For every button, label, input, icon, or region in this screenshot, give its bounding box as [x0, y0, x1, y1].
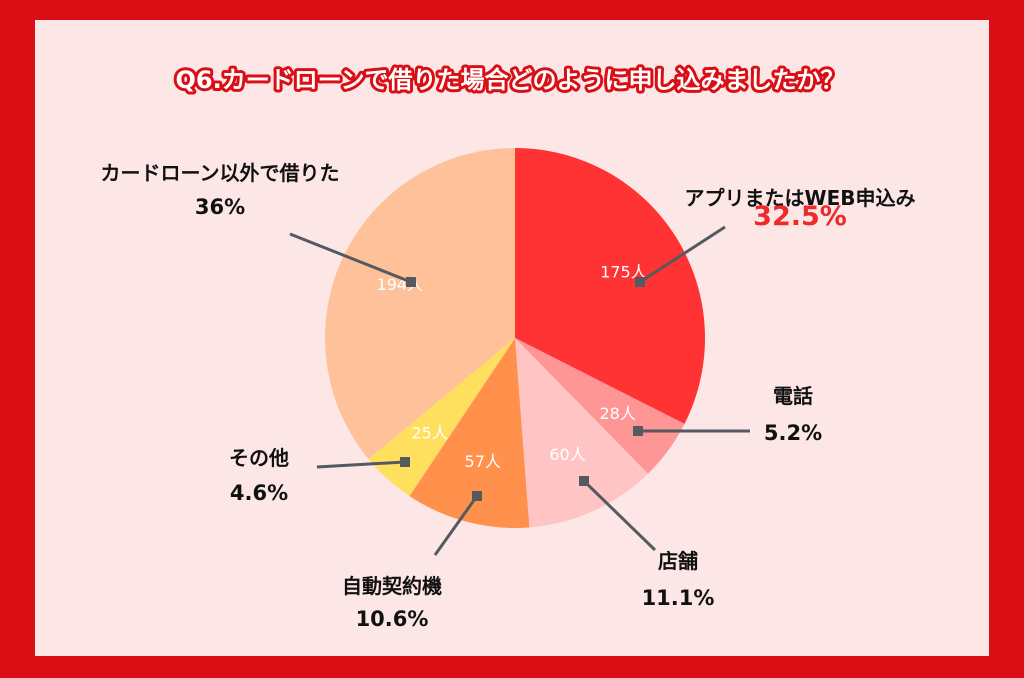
percent-label: 32.5% — [753, 201, 847, 232]
category-label: 自動契約機 — [342, 574, 442, 598]
category-label: カードローン以外で借りた — [101, 161, 340, 185]
slice-count-label: 28人 — [599, 404, 635, 423]
pie-slice-3 — [409, 338, 530, 528]
pie-slice-1 — [515, 338, 685, 474]
category-label: アプリまたはWEB申込み — [685, 186, 916, 210]
slice-count-label: 175人 — [600, 262, 647, 281]
leader-line — [289, 232, 412, 284]
category-label: その他 — [229, 446, 289, 470]
percent-label: 4.6% — [230, 481, 288, 505]
percent-label: 36% — [195, 195, 245, 219]
leader-line — [433, 495, 479, 556]
category-label: 電話 — [773, 384, 813, 408]
leader-marker — [579, 476, 589, 486]
leader-marker — [472, 491, 482, 501]
leader-marker — [406, 277, 416, 287]
slice-count-label: 60人 — [549, 445, 585, 464]
pie-slice-2 — [515, 338, 648, 528]
slice-count-label: 57人 — [465, 452, 501, 471]
percent-label: 11.1% — [642, 586, 715, 610]
leader-line — [582, 479, 657, 552]
chart-panel: Q6.カードローンで借りた場合どのように申し込みましたか？ 175人 28人 60人… — [35, 20, 989, 656]
pie-slice-4 — [368, 338, 515, 497]
pie-slice-5 — [324, 148, 515, 460]
leader-marker — [400, 457, 410, 467]
pie-chart: Q6.カードローンで借りた場合どのように申し込みましたか？ 175人 28人 60人… — [101, 63, 916, 631]
leader-marker — [635, 277, 645, 287]
percent-label: 5.2% — [764, 421, 822, 445]
slice-count-label: 25人 — [412, 423, 448, 442]
percent-label: 10.6% — [356, 607, 429, 631]
leader-line — [639, 225, 726, 284]
chart-title: Q6.カードローンで借りた場合どのように申し込みましたか？ — [175, 66, 844, 94]
category-label: 店舗 — [658, 549, 698, 573]
leader-marker — [633, 426, 643, 436]
leader-line — [316, 460, 406, 469]
pie-slice-0 — [515, 148, 705, 424]
